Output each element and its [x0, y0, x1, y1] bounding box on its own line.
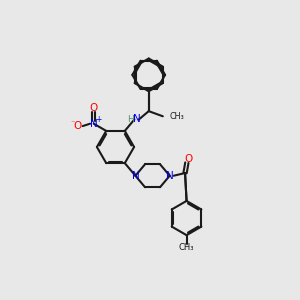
Text: +: + — [95, 115, 101, 124]
Text: CH₃: CH₃ — [169, 112, 184, 121]
Text: N: N — [133, 114, 141, 124]
Text: N: N — [167, 171, 174, 181]
Text: O: O — [184, 154, 192, 164]
Text: O: O — [90, 103, 98, 113]
Text: ⁻: ⁻ — [71, 118, 75, 127]
Text: CH₃: CH₃ — [179, 243, 194, 252]
Text: O: O — [73, 121, 81, 131]
Text: N: N — [90, 119, 98, 129]
Text: N: N — [131, 171, 139, 181]
Text: H: H — [127, 115, 134, 124]
